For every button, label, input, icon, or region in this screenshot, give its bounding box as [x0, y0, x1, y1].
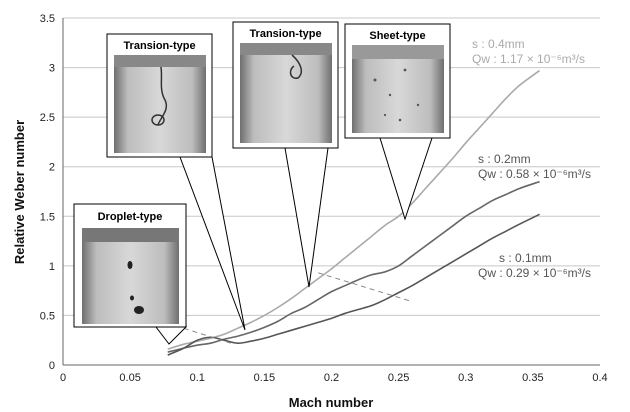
axes [62, 18, 600, 366]
callout-pointer [179, 156, 246, 331]
water-surface [240, 43, 332, 55]
y-tick-label: 1 [49, 261, 55, 273]
transition-dashed-line [317, 272, 413, 303]
droplet-stream [151, 61, 168, 126]
x-tick-label: 0.4 [592, 372, 607, 384]
droplets [127, 261, 144, 314]
y-tick-label: 0 [49, 360, 55, 372]
series-label-s: s : 0.1mm [499, 251, 552, 265]
photo-callout: Droplet-type [73, 203, 188, 345]
series-lines [167, 69, 541, 356]
y-tick-label: 0.5 [40, 310, 55, 322]
series-label-q: Qw : 0.29 × 10⁻⁶m³/s [478, 266, 591, 280]
callout-pointer [379, 137, 433, 221]
y-axis-title: Relative Weber number [12, 120, 27, 264]
water-surface [82, 228, 179, 242]
x-tick-label: 0.05 [119, 372, 140, 384]
water-surface [114, 55, 206, 67]
y-tick-label: 1.5 [40, 211, 55, 223]
photo-title: Transion-type [249, 28, 321, 40]
y-tick-labels: 0 0.5 1 1.5 2 2.5 3 3.5 [40, 13, 55, 372]
x-tick-label: 0.15 [254, 372, 275, 384]
series-label-s: s : 0.4mm [472, 37, 525, 51]
series-line [167, 69, 541, 350]
photo-image [240, 43, 332, 143]
callout-pointer [154, 326, 188, 345]
photo-callout: Transion-type [106, 33, 246, 331]
y-tick-label: 2.5 [40, 112, 55, 124]
x-tick-label: 0.25 [388, 372, 409, 384]
series-line [167, 213, 540, 356]
x-tick-label: 0.3 [458, 372, 473, 384]
series-label-q: Qw : 0.58 × 10⁻⁶m³/s [478, 167, 591, 181]
y-tick-label: 3.5 [40, 13, 55, 25]
x-axis-title: Mach number [289, 395, 374, 410]
series-label-q: Qw : 1.17 × 10⁻⁶m³/s [472, 52, 585, 66]
series-label-s: s : 0.2mm [478, 152, 531, 166]
photo-callouts: Transion-type Transion-type Sheet-type [73, 21, 451, 345]
photo-image [114, 55, 206, 153]
x-tick-labels: 0 0.05 0.1 0.15 0.2 0.25 0.3 0.35 0.4 [60, 372, 608, 384]
photo-image [352, 45, 444, 133]
photo-image [82, 228, 179, 324]
x-tick-label: 0 [60, 372, 66, 384]
droplet-stream [289, 54, 303, 79]
x-tick-label: 0.1 [190, 372, 205, 384]
photo-callout: Transion-type [232, 21, 339, 288]
bubbles [373, 68, 420, 122]
y-tick-label: 3 [49, 63, 55, 75]
photo-title: Transion-type [123, 40, 195, 52]
y-tick-label: 2 [49, 162, 55, 174]
series-line [167, 180, 540, 353]
transition-dashed-lines [183, 272, 413, 344]
photo-title: Sheet-type [369, 30, 425, 42]
x-tick-label: 0.2 [324, 372, 339, 384]
x-tick-label: 0.35 [522, 372, 543, 384]
photo-title: Droplet-type [98, 211, 163, 223]
series-labels: s : 0.4mm Qw : 1.17 × 10⁻⁶m³/s s : 0.2mm… [472, 37, 591, 280]
photo-callout: Sheet-type [344, 23, 451, 221]
water-surface [352, 45, 444, 59]
